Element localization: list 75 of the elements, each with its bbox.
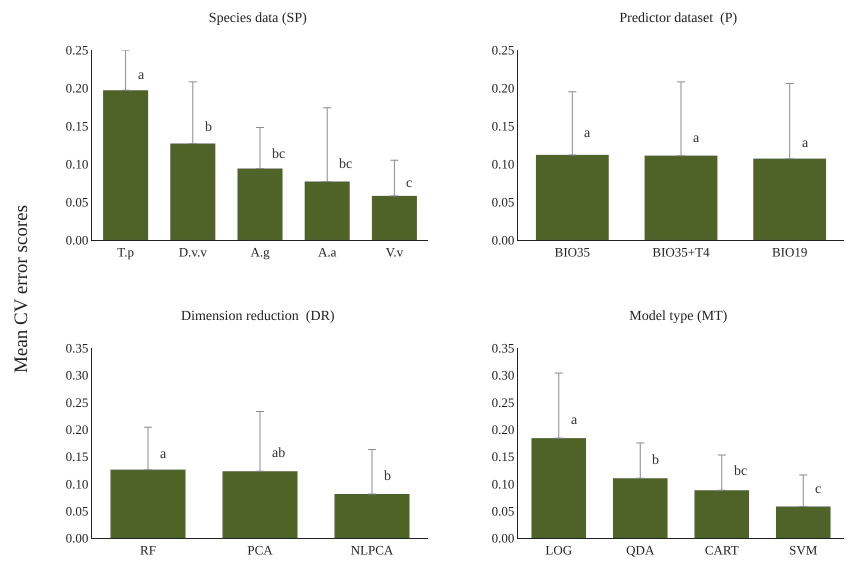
- annotation: b: [384, 469, 391, 484]
- y-tick-label: 0.15: [66, 449, 88, 464]
- y-tick-label: 0.30: [492, 368, 514, 383]
- y-tick-label: 0.35: [66, 340, 88, 356]
- x-tick-label: BIO35: [554, 244, 590, 260]
- annotation: a: [693, 131, 700, 146]
- annotation: a: [584, 126, 591, 141]
- x-tick-label: QDA: [626, 542, 655, 558]
- y-tick-label: 0.25: [66, 42, 88, 58]
- chart-title: Species data (SP): [208, 10, 308, 26]
- x-tick-label: BIO35+T4: [652, 244, 710, 260]
- y-tick-label: 0.00: [66, 232, 88, 248]
- y-tick-label: 0.05: [492, 194, 514, 210]
- y-tick-label: 0.05: [492, 503, 514, 518]
- bar: [170, 143, 216, 240]
- annotation: bc: [272, 147, 286, 162]
- annotation: bc: [734, 464, 748, 479]
- bar: [776, 506, 831, 538]
- annotation: a: [571, 413, 578, 428]
- y-tick-label: 0.20: [492, 80, 514, 96]
- annotation: ab: [272, 446, 286, 461]
- y-tick-label: 0.10: [492, 156, 514, 172]
- y-tick-label: 0.20: [66, 80, 88, 96]
- x-tick-label: PCA: [247, 542, 274, 558]
- x-tick-label: T.p: [117, 244, 134, 260]
- x-tick-label: RF: [140, 542, 156, 558]
- y-tick-label: 0.25: [492, 394, 514, 410]
- y-tick-label: 0.10: [66, 156, 88, 172]
- annotation: b: [652, 453, 659, 468]
- x-tick-label: V.v: [386, 244, 404, 260]
- bar: [694, 490, 750, 538]
- bar: [222, 471, 298, 538]
- y-tick-label: 0.20: [492, 422, 514, 437]
- bar: [237, 168, 283, 240]
- y-tick-label: 0.10: [492, 476, 514, 492]
- y-tick-label: 0.25: [66, 394, 88, 410]
- annotation: a: [160, 447, 167, 462]
- annotation: a: [138, 68, 145, 83]
- chart-title: Model type (MT): [629, 308, 728, 324]
- annotation: b: [205, 120, 212, 135]
- y-tick-label: 0.15: [66, 118, 88, 134]
- y-tick-label: 0.10: [66, 476, 88, 492]
- y-tick-label: 0.00: [492, 232, 514, 248]
- bar: [612, 478, 668, 538]
- y-tick-label: 0.05: [66, 503, 88, 518]
- y-tick-label: 0.20: [66, 422, 88, 437]
- bar: [110, 470, 186, 538]
- x-tick-label: NLPCA: [350, 542, 394, 558]
- annotation: c: [406, 176, 412, 191]
- y-tick-label: 0.00: [66, 530, 88, 546]
- y-tick-label: 0.30: [66, 368, 88, 383]
- y-tick-label: 0.00: [492, 530, 514, 546]
- bar: [103, 90, 148, 240]
- y-tick-label: 0.15: [492, 118, 514, 134]
- annotation: c: [815, 482, 822, 497]
- bar: [334, 494, 410, 538]
- x-tick-label: LOG: [545, 542, 572, 558]
- y-tick-label: 0.25: [492, 42, 514, 58]
- chart-title: Predictor dataset (P): [619, 10, 738, 26]
- x-tick-label: A.g: [250, 244, 270, 260]
- x-tick-label: A.a: [318, 244, 337, 260]
- x-tick-label: D.v.v: [178, 244, 208, 260]
- annotation: a: [802, 136, 809, 151]
- x-tick-label: CART: [704, 542, 739, 558]
- y-axis-title: Mean CV error scores: [11, 205, 33, 373]
- x-tick-label: SVM: [789, 542, 818, 558]
- annotation: bc: [339, 157, 352, 172]
- y-tick-label: 0.15: [492, 449, 514, 464]
- y-tick-label: 0.35: [492, 340, 514, 356]
- bar: [531, 438, 586, 538]
- bar: [372, 196, 417, 240]
- x-tick-label: BIO19: [772, 244, 808, 260]
- chart-title: Dimension reduction (DR): [181, 308, 335, 324]
- y-tick-label: 0.05: [66, 194, 88, 210]
- bar: [304, 181, 350, 240]
